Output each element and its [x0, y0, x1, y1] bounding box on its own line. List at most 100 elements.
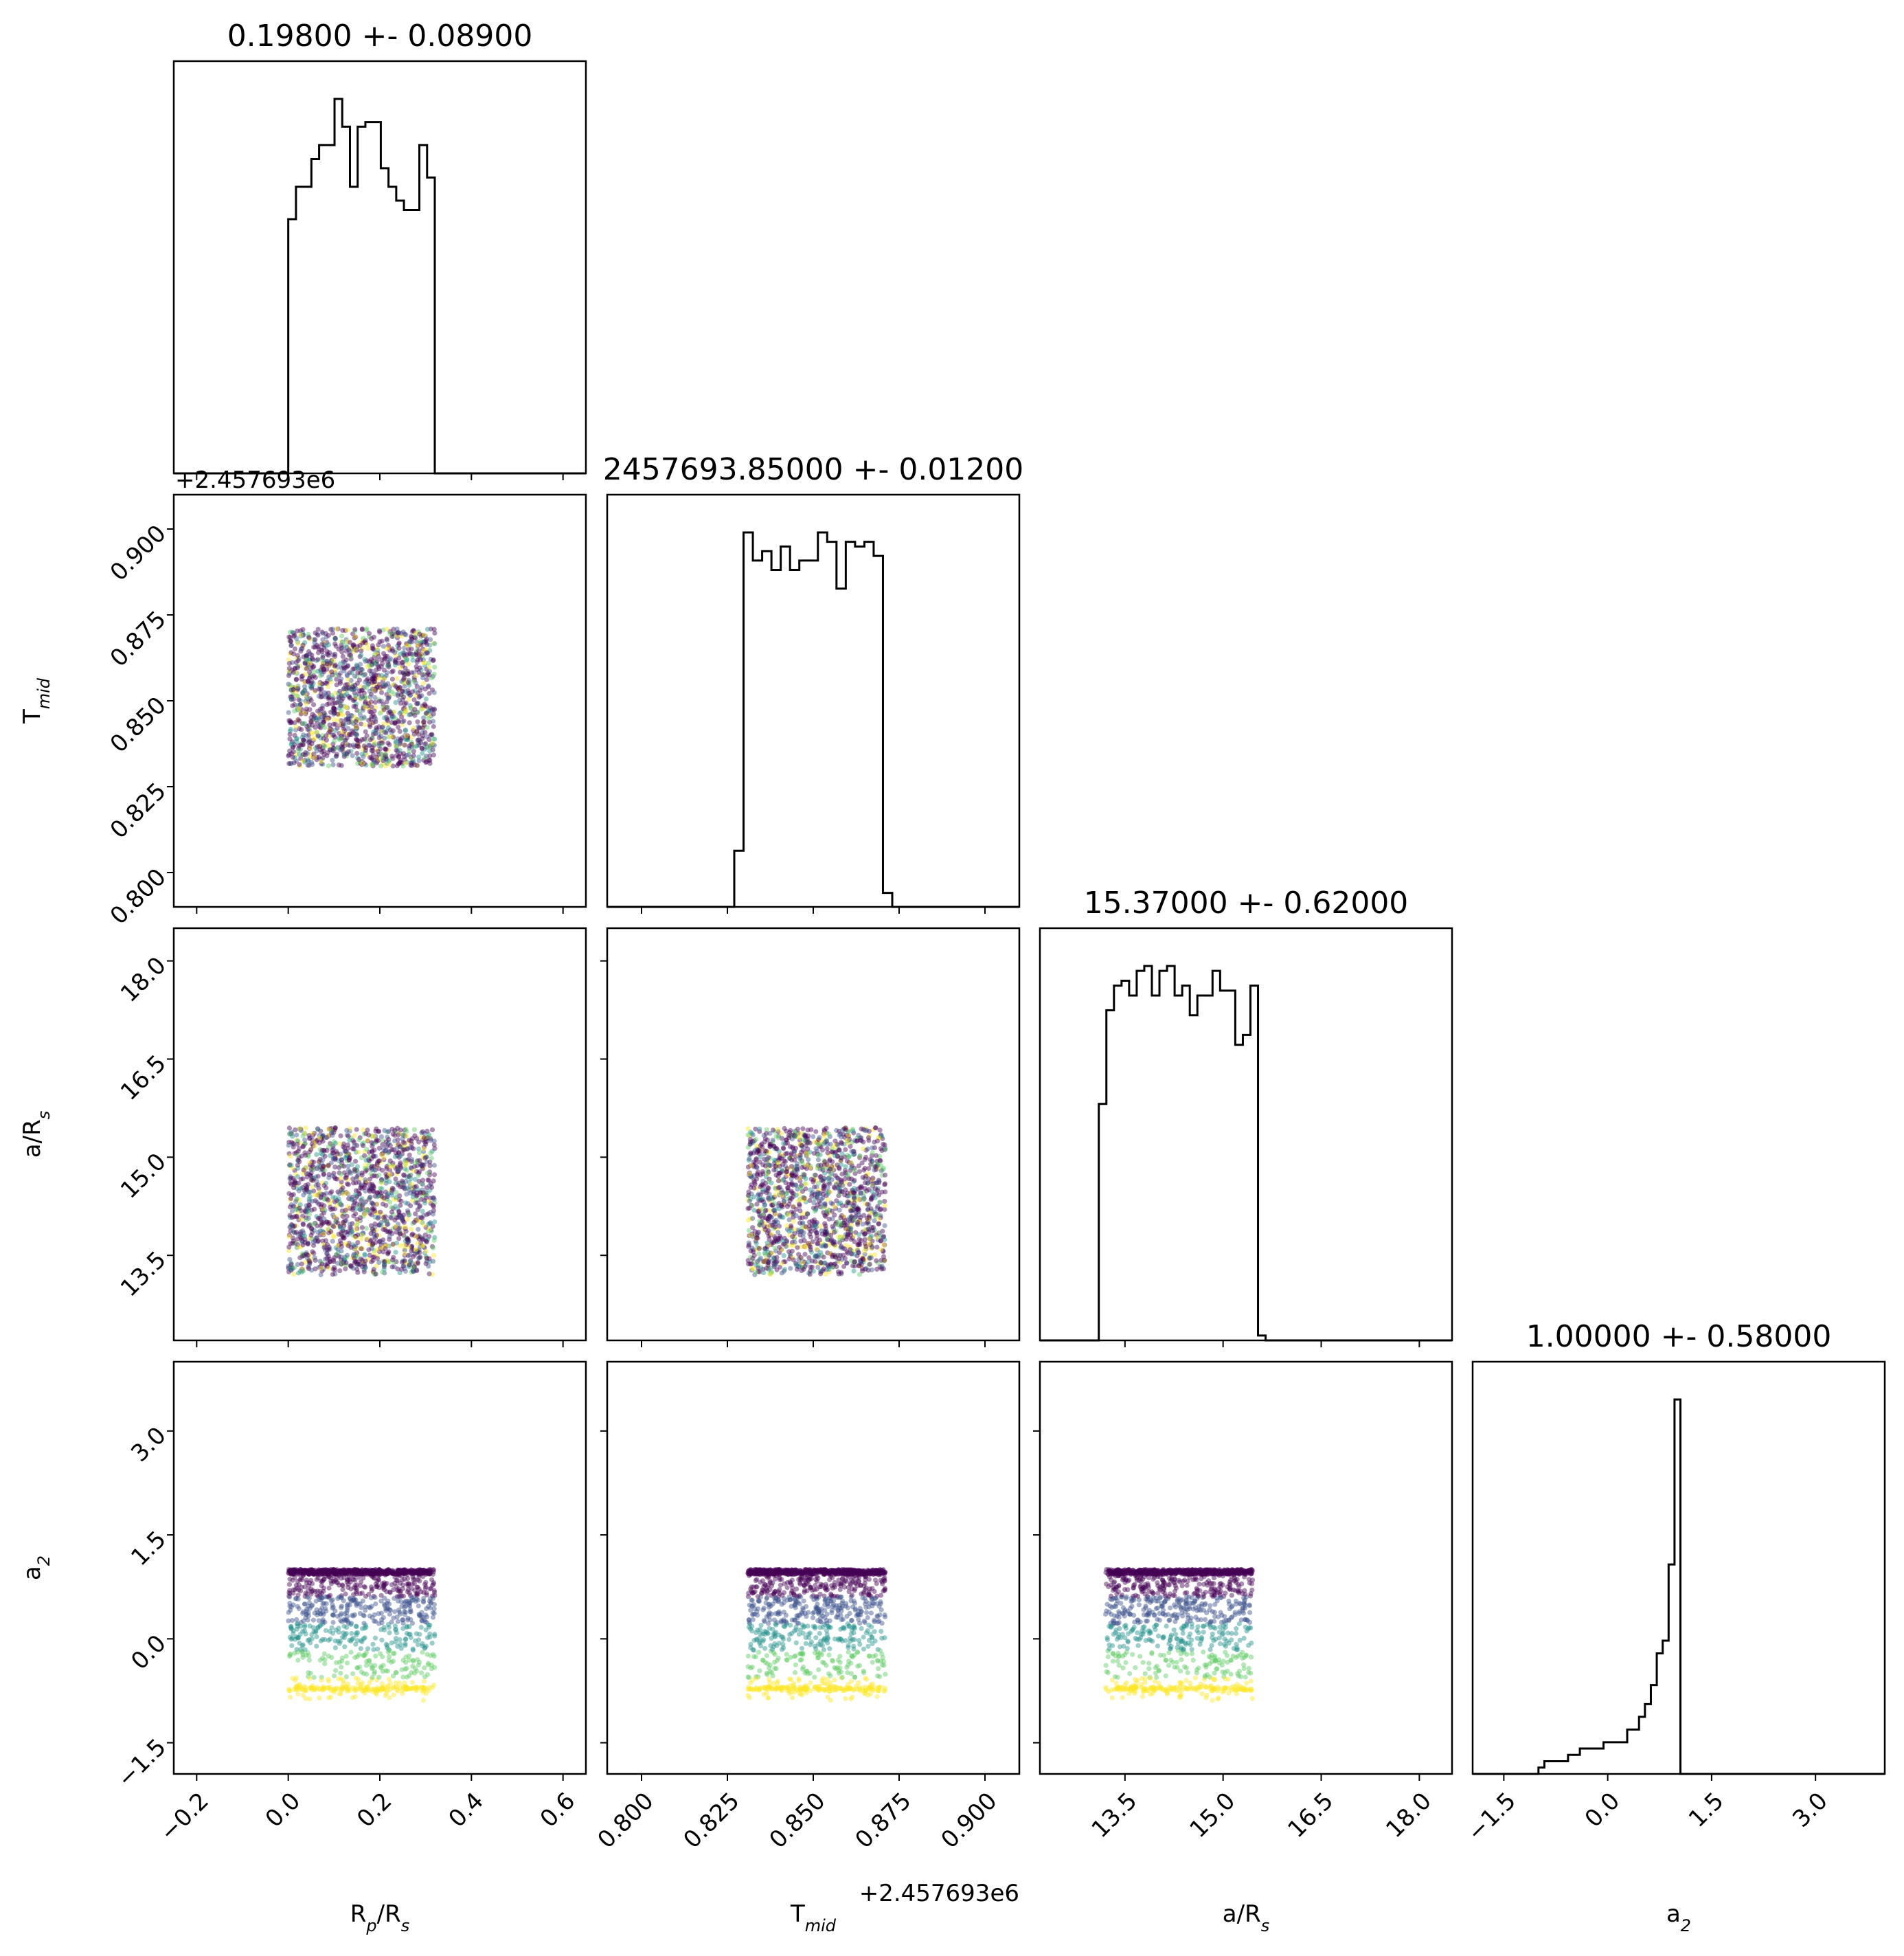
scatter-point: [869, 1267, 874, 1272]
scatter-point: [313, 725, 318, 730]
scatter-point: [352, 673, 358, 679]
scatter-point: [405, 643, 411, 649]
scatter-point: [311, 664, 317, 669]
scatter-point: [359, 1225, 365, 1230]
scatter-point: [387, 1200, 393, 1205]
scatter-point: [427, 753, 433, 758]
scatter-point: [319, 666, 326, 671]
scatter-point: [380, 724, 386, 730]
scatter-point: [400, 722, 405, 728]
scatter-point: [359, 737, 365, 743]
scatter-point: [344, 751, 350, 756]
scatter-point: [828, 1233, 834, 1238]
scatter-point: [410, 657, 416, 663]
scatter-point: [859, 1185, 864, 1191]
scatter-point: [339, 1604, 344, 1609]
scatter-point: [376, 743, 382, 748]
scatter-point: [287, 720, 293, 726]
scatter-point: [400, 1140, 406, 1145]
scatter-point: [808, 1247, 813, 1252]
scatter-point: [383, 1227, 388, 1233]
scatter-point: [286, 1125, 292, 1131]
scatter-point: [430, 741, 435, 746]
scatter-point: [309, 674, 315, 680]
scatter-point: [312, 1255, 317, 1261]
scatter-point: [832, 1173, 838, 1178]
scatter-point: [424, 642, 430, 647]
scatter-point: [348, 695, 353, 700]
scatter-point: [821, 1134, 827, 1139]
scatter-point: [381, 1195, 387, 1201]
scatter-point: [789, 1164, 795, 1169]
y-tick-label: 18.0: [115, 952, 172, 1008]
scatter-point: [306, 1657, 312, 1663]
scatter-point: [412, 1160, 418, 1166]
scatter-point: [337, 731, 342, 737]
scatter-point: [339, 721, 344, 728]
scatter-point: [344, 1213, 350, 1219]
scatter-point: [428, 1150, 433, 1156]
scatter-point: [365, 658, 370, 664]
scatter-point: [789, 1182, 794, 1187]
scatter-point: [291, 686, 297, 691]
scatter-point: [321, 1220, 326, 1226]
scatter-point: [376, 628, 383, 633]
scatter-point: [354, 1164, 361, 1169]
scatter-point: [387, 1171, 392, 1177]
scatter-point: [400, 1172, 407, 1178]
scatter-point: [389, 1147, 395, 1153]
scatter-point: [420, 720, 426, 726]
scatter-point: [763, 1131, 769, 1136]
scatter-point: [783, 1180, 789, 1186]
scatter-point: [339, 735, 344, 741]
scatter-point: [406, 697, 411, 702]
scatter-point: [879, 1247, 884, 1252]
scatter-point: [431, 707, 438, 712]
scatter-point: [383, 673, 389, 679]
scatter-point: [427, 1226, 432, 1232]
scatter-point: [311, 669, 317, 675]
scatter-point: [402, 1185, 407, 1191]
scatter-point: [309, 652, 315, 658]
panel-aRs-vs-rp: 13.515.016.518.0: [115, 927, 587, 1347]
scatter-point: [747, 1198, 752, 1204]
scatter-point: [381, 721, 387, 727]
scatter-point: [348, 732, 354, 737]
scatter-point: [309, 730, 315, 735]
scatter-point: [376, 1259, 382, 1266]
scatter-point: [321, 1203, 327, 1209]
scatter-point: [325, 678, 330, 684]
scatter-point: [343, 664, 349, 671]
scatter-point: [376, 654, 381, 660]
scatter-point: [358, 671, 363, 676]
scatter-point: [410, 1680, 416, 1685]
scatter-point: [861, 1167, 867, 1173]
scatter-point: [330, 745, 336, 751]
scatter-point: [330, 762, 336, 767]
scatter-point: [379, 728, 385, 733]
scatter-point: [422, 730, 428, 735]
scatter-point: [326, 674, 332, 680]
scatter-point: [786, 1256, 792, 1262]
scatter-point: [872, 1125, 879, 1131]
scatter-point: [420, 681, 427, 686]
scatter-point: [364, 677, 370, 683]
scatter-point: [324, 1226, 330, 1232]
scatter-point: [419, 685, 424, 690]
scatter-point: [828, 1173, 833, 1178]
scatter-point: [370, 720, 376, 726]
scatter-point: [326, 653, 331, 658]
scatter-point: [330, 1156, 336, 1162]
scatter-point: [345, 664, 350, 669]
scatter-point: [286, 673, 292, 679]
scatter-point: [758, 1172, 763, 1178]
scatter-point: [398, 1153, 403, 1159]
scatter-point: [339, 733, 345, 739]
scatter-point: [343, 1207, 348, 1213]
scatter-point: [383, 754, 388, 759]
scatter-point: [350, 721, 356, 726]
scatter-point: [747, 1141, 753, 1147]
scatter-point: [773, 1192, 778, 1198]
scatter-point: [370, 679, 375, 685]
scatter-point: [413, 636, 418, 641]
